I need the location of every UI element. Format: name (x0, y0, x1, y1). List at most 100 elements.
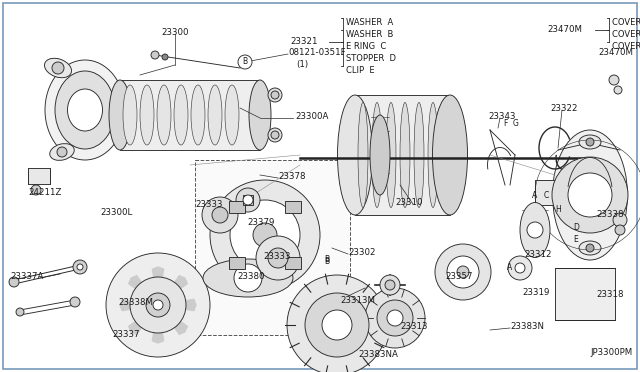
Ellipse shape (520, 202, 550, 257)
Circle shape (52, 62, 64, 74)
Polygon shape (152, 305, 164, 343)
Ellipse shape (55, 71, 115, 149)
Bar (243, 195, 253, 205)
Circle shape (515, 263, 525, 273)
Text: D: D (573, 224, 579, 232)
Ellipse shape (50, 144, 74, 160)
Circle shape (57, 147, 67, 157)
Circle shape (268, 128, 282, 142)
Text: 23333: 23333 (263, 252, 291, 261)
Ellipse shape (45, 60, 125, 160)
Circle shape (77, 264, 83, 270)
Ellipse shape (579, 241, 601, 255)
Circle shape (271, 91, 279, 99)
Text: 23337A: 23337A (10, 272, 44, 281)
Text: 23379: 23379 (247, 218, 275, 227)
Circle shape (268, 88, 282, 102)
Circle shape (609, 75, 619, 85)
Text: G: G (513, 119, 519, 128)
Text: A: A (508, 263, 513, 273)
Circle shape (73, 260, 87, 274)
Text: F: F (503, 119, 507, 128)
Circle shape (253, 223, 277, 247)
Text: 08121-0351F: 08121-0351F (288, 48, 346, 57)
Circle shape (31, 185, 41, 195)
Circle shape (380, 275, 400, 295)
Text: H: H (555, 205, 561, 215)
Text: E RING  C: E RING C (346, 42, 387, 51)
Polygon shape (158, 299, 196, 311)
Text: 23313M: 23313M (340, 296, 375, 305)
Circle shape (271, 131, 279, 139)
Ellipse shape (109, 80, 131, 150)
Text: 23357: 23357 (445, 272, 472, 281)
Ellipse shape (579, 135, 601, 149)
Bar (195, 160, 350, 335)
Ellipse shape (400, 103, 410, 208)
Text: WASHER  B: WASHER B (346, 30, 394, 39)
Ellipse shape (414, 103, 424, 208)
Text: COVER H: COVER H (612, 42, 640, 51)
Text: 23319: 23319 (522, 288, 549, 297)
Text: 23300L: 23300L (100, 208, 132, 217)
Text: C: C (543, 192, 548, 201)
Circle shape (212, 207, 228, 223)
Circle shape (305, 293, 369, 357)
Circle shape (457, 266, 469, 278)
Polygon shape (152, 267, 164, 305)
Text: 23337: 23337 (112, 330, 140, 339)
Bar (28, 168, 50, 184)
Polygon shape (129, 276, 158, 305)
Text: 23310: 23310 (395, 198, 422, 207)
Circle shape (243, 195, 253, 205)
Text: 23380: 23380 (237, 272, 264, 281)
Circle shape (268, 248, 288, 268)
Circle shape (70, 297, 80, 307)
Ellipse shape (123, 85, 137, 145)
Polygon shape (129, 305, 158, 334)
Circle shape (613, 213, 627, 227)
Ellipse shape (372, 103, 382, 208)
Ellipse shape (174, 85, 188, 145)
Bar (285, 201, 301, 213)
Circle shape (322, 310, 352, 340)
Text: WASHER  A: WASHER A (346, 18, 393, 27)
Text: 23318: 23318 (596, 290, 623, 299)
Circle shape (568, 173, 612, 217)
Ellipse shape (428, 103, 438, 208)
Text: 23322: 23322 (550, 104, 577, 113)
Circle shape (508, 256, 532, 280)
Ellipse shape (67, 89, 102, 131)
Bar (355, 95, 450, 215)
Text: 23313: 23313 (400, 322, 428, 331)
Bar (120, 80, 260, 150)
Ellipse shape (45, 58, 72, 78)
Text: 23383N: 23383N (510, 322, 544, 331)
Polygon shape (158, 276, 188, 305)
Text: (1): (1) (296, 60, 308, 69)
Circle shape (614, 86, 622, 94)
Bar (285, 257, 301, 269)
Circle shape (527, 222, 543, 238)
Text: 23300: 23300 (161, 28, 189, 37)
Circle shape (153, 300, 163, 310)
Circle shape (552, 157, 628, 233)
Circle shape (146, 293, 170, 317)
Circle shape (151, 51, 159, 59)
Circle shape (210, 180, 320, 290)
Circle shape (615, 225, 625, 235)
Ellipse shape (249, 80, 271, 150)
Text: STOPPER  D: STOPPER D (346, 54, 396, 63)
Circle shape (9, 277, 19, 287)
Ellipse shape (386, 103, 396, 208)
Circle shape (586, 138, 594, 146)
Circle shape (236, 188, 260, 212)
Text: 23470M: 23470M (547, 26, 582, 35)
Ellipse shape (552, 130, 627, 260)
Ellipse shape (370, 115, 390, 195)
Text: COVER G: COVER G (612, 30, 640, 39)
Circle shape (435, 244, 491, 300)
Text: 23302: 23302 (348, 248, 376, 257)
Ellipse shape (337, 95, 372, 215)
Text: 23343: 23343 (488, 112, 515, 121)
